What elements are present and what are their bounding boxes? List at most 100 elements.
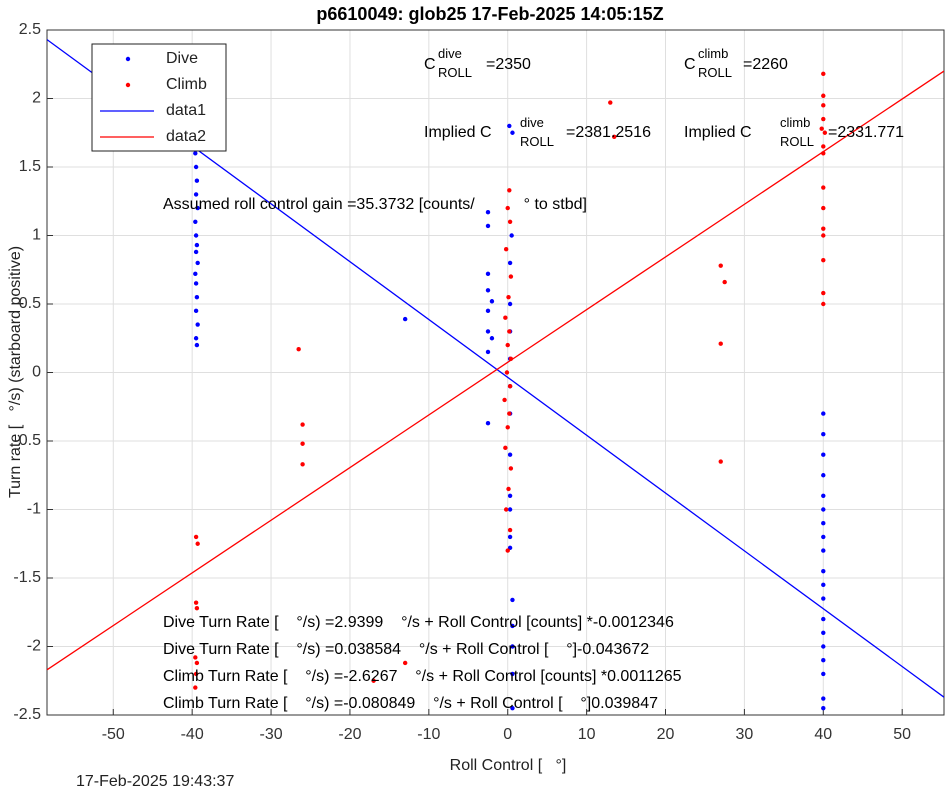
annotation-sub: ROLL [520,134,554,149]
x-tick-label: -30 [259,726,282,743]
x-tick-label: -10 [417,726,440,743]
point [612,134,617,140]
annotation-fit: Climb Turn Rate [ °/s) =-0.080849 °/s + … [163,695,658,712]
y-tick-label: 2 [32,90,41,107]
point [821,226,826,231]
point [195,205,200,211]
point [193,219,198,224]
point [193,271,198,277]
point [507,301,513,307]
point [505,425,510,430]
point [510,130,515,135]
point [193,164,199,170]
legend-label: data2 [166,128,206,145]
point [718,263,723,268]
point [193,685,198,690]
line [47,70,944,671]
point [193,655,198,660]
point [821,705,826,711]
point [485,329,491,334]
point [193,151,198,156]
annotation-fit: Dive Turn Rate [ °/s) =2.9399 °/s + Roll… [163,614,674,631]
y-tick-label: -1 [27,501,41,518]
x-axis-label: Roll Control [ °] [450,757,567,774]
x-tick-label: -40 [181,726,204,743]
legend-swatch [125,82,131,88]
point [821,582,826,588]
point [507,123,512,129]
axes-box [46,29,945,716]
point [821,630,826,635]
point [722,279,727,285]
point [193,600,199,605]
point [821,431,826,437]
x-tick-label: -50 [102,726,125,743]
point [507,527,513,533]
point [821,205,826,211]
point [485,420,491,426]
point [821,521,826,526]
point [608,100,613,105]
legend-box [91,43,227,152]
point [507,493,513,498]
point [718,341,723,346]
point [821,493,826,498]
point [509,233,514,238]
legend-swatch [125,56,131,62]
point [503,507,509,512]
point [718,459,723,464]
point [821,644,826,649]
annotation-value: =2260 [743,56,788,73]
point [193,534,199,540]
point [507,384,513,389]
y-tick-label: -1.5 [13,569,41,586]
point [819,126,824,131]
point [503,315,508,320]
point [821,616,826,622]
point [821,548,826,553]
point [507,411,512,416]
point [504,370,510,375]
point [821,144,826,149]
point [508,274,514,279]
x-tick-label: 50 [893,726,911,743]
point [821,185,826,190]
point [507,534,513,540]
annotation-value: =2381.2516 [566,124,651,141]
point [195,322,200,327]
point [821,534,826,540]
point [489,299,495,304]
point [821,568,826,574]
point [193,249,199,255]
point [485,308,491,314]
point [506,486,511,492]
y-tick-label: 0 [32,364,41,381]
point [507,329,512,334]
x-tick-label: 40 [814,726,832,743]
point [505,342,510,348]
point [485,288,491,293]
point [489,336,495,341]
annotation-sup: climb [698,46,728,61]
point [485,210,491,215]
x-tick-label: 20 [657,726,675,743]
annotation-sup: dive [520,115,544,130]
point [371,678,376,683]
y-tick-label: 2.5 [19,21,41,38]
y-tick-label: -2 [27,638,41,655]
annotation-value: =2331.771 [828,124,904,141]
legend-label: data1 [166,102,206,119]
point [821,233,826,238]
x-tick-label: 10 [578,726,596,743]
legend-label: Dive [166,50,198,67]
point [505,548,510,553]
point [821,671,826,677]
point [193,308,199,314]
annotation-fit: Climb Turn Rate [ °/s) =-2.6267 °/s + Ro… [163,668,682,685]
y-tick-label: 1 [32,227,41,244]
point [510,644,515,649]
point [194,660,200,666]
footer: 17-Feb-2025 19:43:37 [76,773,234,790]
point [296,347,301,352]
point [193,281,199,286]
